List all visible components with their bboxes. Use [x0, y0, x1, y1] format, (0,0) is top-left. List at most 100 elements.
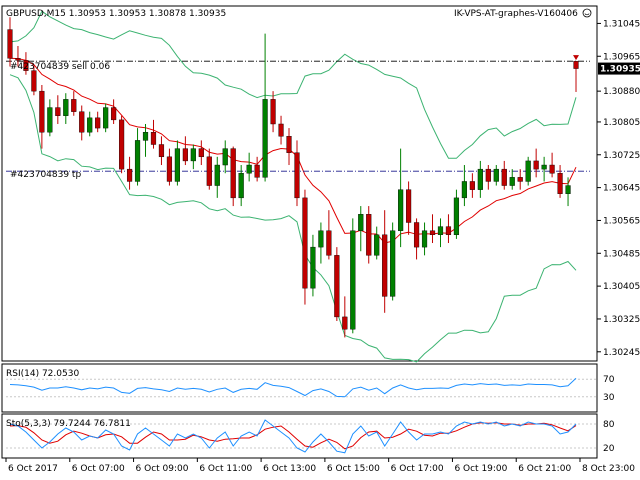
sto-signal-line — [9, 422, 577, 450]
candle-body — [541, 164, 547, 170]
current-price-label: 1.30935 — [600, 65, 640, 75]
sell-order-label: #423704839 sell 0.06 — [10, 62, 110, 72]
candle-body — [119, 119, 125, 170]
bollinger-lower-band — [9, 74, 577, 363]
candle-body — [565, 185, 571, 194]
candle-body — [190, 148, 196, 162]
current-price-tag-bg — [598, 62, 640, 75]
sell-arrow-icon — [573, 55, 580, 61]
candle-body — [270, 99, 276, 125]
time-tick-label: 6 Oct 13:00 — [263, 464, 316, 474]
candle-body — [429, 230, 436, 236]
time-tick-label: 6 Oct 17:00 — [391, 464, 444, 474]
candle-body — [358, 214, 364, 231]
candle-body — [334, 255, 340, 318]
candle-body — [549, 164, 555, 174]
candle-body — [366, 214, 372, 256]
smiley-icon — [582, 8, 592, 18]
candle-body — [23, 60, 29, 71]
candle-body — [413, 222, 420, 248]
candle-body — [150, 131, 157, 145]
candle-body — [509, 177, 515, 186]
price-tick-label: 1.30965 — [603, 52, 640, 62]
price-tick-label: 1.30565 — [603, 216, 640, 226]
candle-body — [126, 168, 133, 182]
price-tick-label: 1.30325 — [603, 315, 640, 325]
candle-body — [406, 189, 412, 223]
candle-body — [382, 234, 388, 297]
candle-body — [390, 230, 396, 297]
candle-body — [461, 181, 467, 199]
sto-main-line — [9, 419, 577, 454]
time-tick-label: 6 Oct 11:00 — [199, 464, 252, 474]
candle-body — [286, 136, 292, 153]
candle-body — [174, 148, 180, 182]
rsi-panel[interactable] — [1, 363, 598, 413]
bollinger-upper-band — [9, 10, 577, 159]
candle-body — [230, 148, 236, 199]
candle-body — [158, 144, 165, 158]
time-tick-label: 8 Oct 23:00 — [582, 464, 635, 474]
candle-body — [238, 173, 244, 199]
ea-label: IK-VPS-AT-graphes-V160406 — [454, 9, 578, 19]
candle-body — [111, 107, 117, 121]
price-tick-label: 1.30485 — [603, 249, 640, 259]
rsi-level-label: 30 — [603, 393, 615, 403]
candle-body — [134, 140, 141, 182]
candle-body — [71, 99, 77, 112]
candle-body — [318, 230, 324, 248]
candle-body — [477, 168, 483, 190]
candle-body — [469, 181, 475, 190]
candle-body — [142, 131, 149, 141]
candle-body — [87, 117, 93, 133]
candle-body — [214, 164, 220, 186]
candle-body — [47, 107, 53, 133]
time-tick-label: 6 Oct 09:00 — [136, 464, 189, 474]
candle-body — [350, 230, 356, 330]
candle-body — [15, 58, 21, 61]
candle-body — [79, 111, 85, 133]
candle-body — [342, 316, 348, 330]
candle-body — [262, 99, 268, 178]
candle-body — [326, 230, 332, 256]
candle-body — [103, 107, 109, 129]
sto-level-label: 20 — [603, 444, 615, 454]
price-tick-label: 1.30880 — [603, 87, 640, 97]
tp-order-label: #423704839 tp — [10, 170, 81, 180]
moving-average-line — [9, 57, 577, 244]
stochastic-label: Sto(5,3,3) 79.7244 76.7811 — [6, 419, 131, 429]
candle-body — [63, 99, 69, 116]
price-tick-label: 1.30405 — [603, 282, 640, 292]
candle-body — [166, 156, 173, 182]
candle-body — [533, 160, 539, 170]
symbol-info-label: GBPUSD,M15 1.30953 1.30953 1.30878 1.309… — [6, 9, 226, 19]
rsi-label: RSI(14) 72.0530 — [6, 369, 79, 379]
sto-level-label: 80 — [603, 420, 615, 430]
time-tick-label: 6 Oct 2017 — [8, 464, 58, 474]
candle-body — [31, 70, 37, 92]
time-tick-label: 6 Oct 21:00 — [518, 464, 571, 474]
candle-body — [398, 189, 404, 231]
price-tick-label: 1.30245 — [603, 348, 640, 358]
smiley-mouth — [584, 13, 590, 16]
candle-body — [493, 168, 499, 182]
candle-body — [310, 246, 316, 289]
candle-body — [374, 234, 380, 256]
candle-body — [278, 123, 284, 137]
candle-body — [453, 197, 460, 236]
candle-body — [222, 148, 228, 166]
candle-body — [421, 230, 428, 248]
stochastic-panel[interactable] — [1, 413, 598, 459]
candle-body — [39, 90, 45, 133]
candle-body — [485, 168, 491, 182]
price-tick-label: 1.30805 — [603, 118, 640, 128]
candle-body — [206, 156, 212, 186]
price-tick-label: 1.30725 — [603, 151, 640, 161]
main-panel[interactable] — [1, 5, 598, 362]
rsi-line — [9, 377, 577, 398]
price-tick-label: 1.31045 — [603, 19, 640, 29]
candle-body — [557, 173, 563, 194]
candle-body — [525, 160, 531, 182]
price-tick-label: 1.30645 — [603, 184, 640, 194]
